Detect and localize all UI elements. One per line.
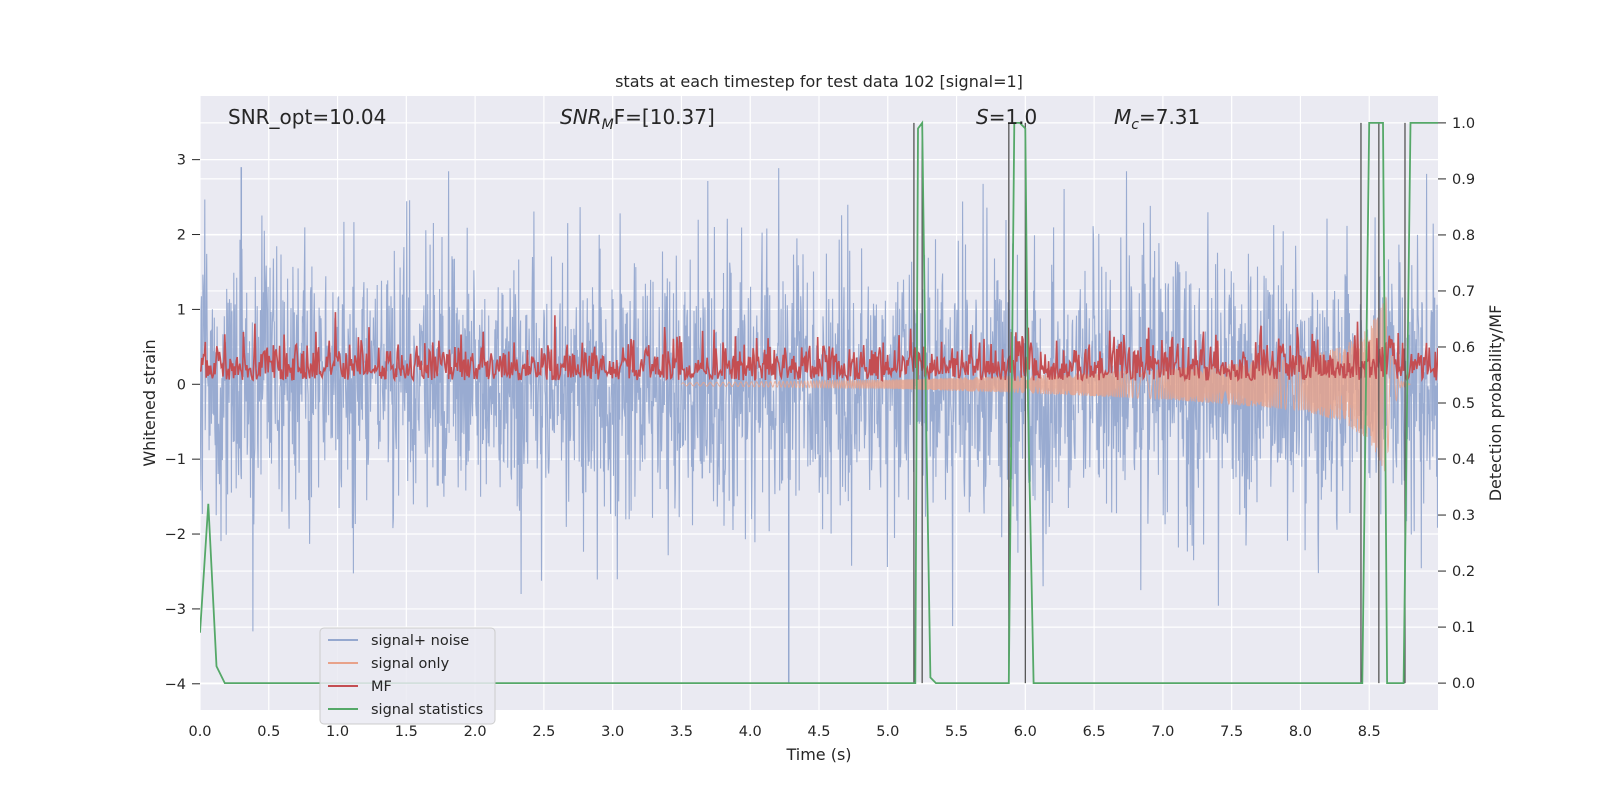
legend-label-mf: MF [371,679,392,695]
y2-tick-label: 0.7 [1452,284,1475,300]
y-axis-label: Whitened strain [140,339,159,466]
legend-box [319,627,496,725]
y-tick-label: 2 [177,228,186,244]
y-tick-label: 1 [177,302,186,318]
legend: signal+ noise signal only MF signal stat… [319,627,496,725]
legend-label-signal-noise: signal+ noise [371,633,469,649]
x-tick-label: 8.0 [1289,724,1312,740]
x-tick-label: 7.5 [1220,724,1243,740]
x-tick-label: 6.5 [1083,724,1106,740]
y-tick-label: 3 [177,153,186,169]
mf-line [200,312,1438,383]
y2-tick-label: 0.8 [1452,228,1475,244]
y2-tick-label: 0.6 [1452,340,1475,356]
y2-axis-label: Detection probability/MF [1486,305,1505,502]
snr-mf-annotation: SNRMF=[10.37] [560,105,715,133]
x-axis-ticks: 0.0 0.5 1.0 1.5 2.0 2.5 3.0 3.5 4.0 4.5 5.0 5.5 6.0 6… [188,724,1380,740]
x-tick-label: 2.0 [464,724,487,740]
snr-opt-annotation: SNR_opt=10.04 [228,105,386,129]
x-tick-label: 4.0 [739,724,762,740]
legend-label-signal-only: signal only [371,656,450,672]
y2-tick-label: 0.4 [1452,452,1475,468]
legend-label-signal-statistics: signal statistics [371,702,483,718]
y-tick-label: −1 [165,452,186,468]
y-tick-label: −4 [165,677,186,693]
x-axis-label: Time (s) [785,745,851,764]
x-tick-label: 1.0 [326,724,349,740]
mf-series [200,312,1438,383]
x-tick-label: 3.5 [670,724,693,740]
y2-axis-ticks: 1.0 0.9 0.8 0.7 0.6 0.5 0.4 0.3 0.2 0.1 0.0 [1438,116,1475,692]
x-tick-label: 8.5 [1358,724,1381,740]
y2-tick-label: 0.9 [1452,172,1475,188]
y2-tick-label: 0.5 [1452,396,1475,412]
y2-tick-label: 0.1 [1452,620,1475,636]
x-tick-label: 7.0 [1151,724,1174,740]
chart-title: stats at each timestep for test data 102… [615,72,1023,91]
x-tick-label: 5.0 [876,724,899,740]
y-tick-label: −2 [165,527,186,543]
y-axis-ticks: 3 2 1 0 −1 −2 −3 −4 [165,153,200,693]
x-tick-label: 0.0 [188,724,211,740]
y-tick-label: 0 [177,377,186,393]
y2-tick-label: 0.0 [1452,676,1475,692]
mc-annotation: Mc=7.31 [1114,105,1200,133]
s-annotation: S=1.0 [976,105,1037,129]
x-tick-label: 3.0 [601,724,624,740]
x-tick-label: 0.5 [257,724,280,740]
x-tick-label: 5.5 [945,724,968,740]
y-tick-label: −3 [165,602,186,618]
y2-tick-label: 0.3 [1452,508,1475,524]
y2-tick-label: 0.2 [1452,564,1475,580]
x-tick-label: 6.0 [1014,724,1037,740]
x-tick-label: 1.5 [395,724,418,740]
x-tick-label: 2.5 [532,724,555,740]
x-tick-label: 4.5 [807,724,830,740]
y2-tick-label: 1.0 [1452,116,1475,132]
